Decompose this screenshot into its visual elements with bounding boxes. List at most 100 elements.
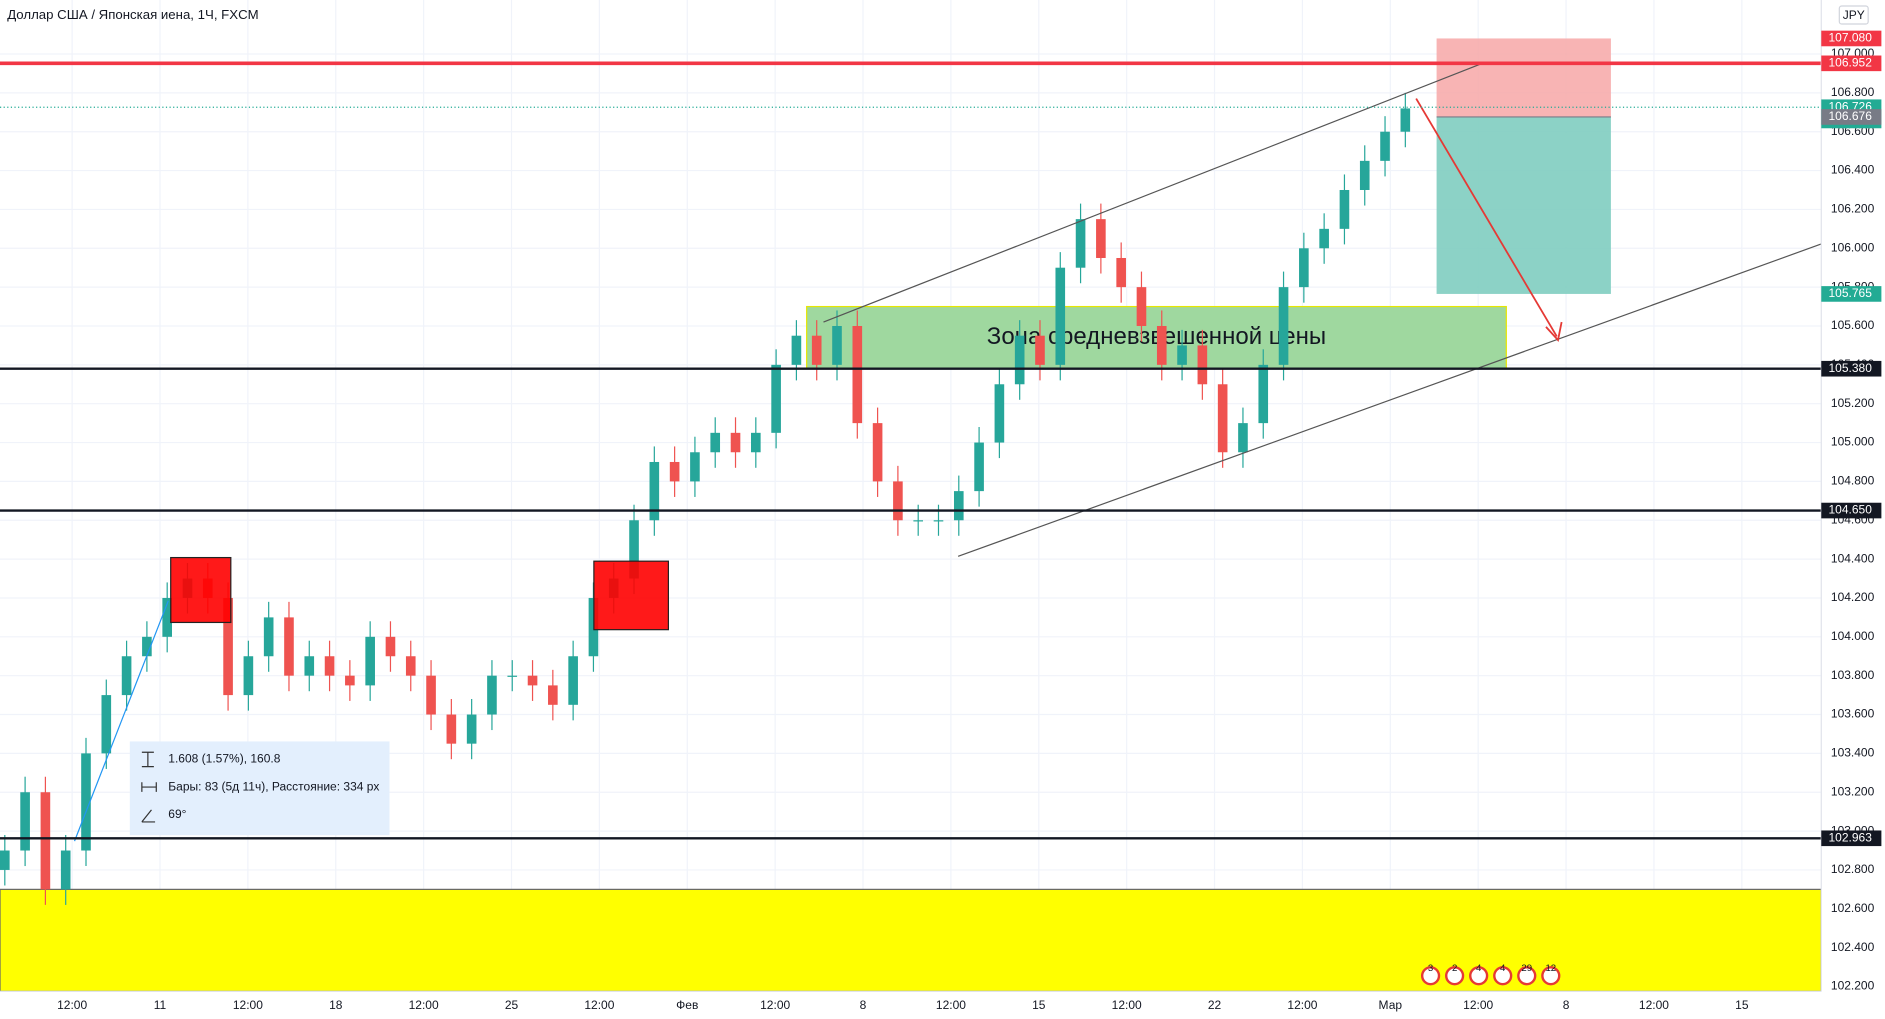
x-tick-label: 18: [329, 998, 343, 1012]
price-label: 104.650: [1828, 503, 1872, 517]
currency-box: [1838, 5, 1869, 25]
candle-body: [243, 656, 254, 696]
candle-body: [487, 675, 497, 715]
candles: [0, 92, 1411, 905]
candle-body: [548, 685, 558, 705]
price-label: 107.080: [1828, 31, 1872, 45]
event-icon: [1493, 966, 1513, 986]
y-tick-label: 104.200: [1831, 590, 1875, 604]
candle-body: [223, 597, 233, 696]
candle-body: [751, 432, 761, 453]
measure-text: Бары: 83 (5д 11ч), Расстояние: 334 px: [168, 779, 379, 793]
arrow: [1415, 98, 1558, 337]
candle-body: [771, 364, 781, 433]
y-tick-label: 104.000: [1831, 629, 1875, 643]
candle-body: [284, 617, 294, 676]
y-tick-label: 102.200: [1831, 979, 1875, 993]
y-tick-label: 102.600: [1831, 901, 1875, 915]
x-tick-label: Фев: [676, 998, 698, 1012]
event-icon: [1541, 966, 1561, 986]
measure-text: 69°: [168, 807, 186, 821]
candle-body: [142, 636, 152, 657]
candle-body: [811, 335, 822, 365]
time-axis: [0, 991, 1885, 1019]
event-count: 2: [1452, 963, 1457, 974]
candle-body: [365, 636, 375, 686]
x-tick-label: 12:00: [1463, 998, 1493, 1012]
price-label: 106.952: [1828, 56, 1872, 70]
candle-body: [1258, 364, 1269, 424]
icon: [141, 809, 156, 823]
candle-body: [1156, 325, 1167, 365]
candle-body: [791, 335, 802, 365]
arrow-head: [1545, 321, 1563, 342]
price-label: 106.676: [1828, 109, 1872, 123]
candle-body: [20, 792, 30, 851]
candle-body: [568, 656, 578, 705]
channel-lower: [957, 243, 1822, 557]
candle-body: [1217, 384, 1228, 453]
y-tick-label: 106.200: [1831, 202, 1875, 216]
candle-body: [466, 714, 477, 744]
event-icon: [1469, 966, 1489, 986]
candle-body: [81, 753, 91, 851]
candle-body: [629, 520, 639, 579]
price-label-box: [1821, 109, 1882, 125]
x-tick-label: 12:00: [936, 998, 966, 1012]
candle-body: [527, 675, 538, 686]
candle-body: [263, 617, 274, 657]
candle-body: [690, 452, 700, 482]
y-tick-label: 105.200: [1831, 396, 1875, 410]
candle-body: [304, 656, 315, 676]
candle-body: [162, 597, 172, 637]
x-tick-label: 25: [505, 998, 519, 1012]
candle-body: [1096, 219, 1106, 258]
candle-body: [832, 325, 842, 365]
candle-body: [852, 325, 863, 424]
target-zone: [1436, 116, 1611, 294]
x-tick-label: 15: [1735, 998, 1749, 1012]
candle-body: [974, 442, 984, 492]
stop-zone: [1436, 38, 1611, 117]
candle-body: [1035, 335, 1045, 365]
event-count: 4: [1500, 963, 1506, 974]
event-icon: [1445, 966, 1465, 986]
x-tick-label: 12:00: [1112, 998, 1142, 1012]
candle-body: [1359, 160, 1370, 190]
highlight-box: [593, 560, 670, 631]
y-tick-label: 105.600: [1831, 318, 1875, 332]
candle-body: [426, 675, 436, 715]
x-tick-label: 12:00: [760, 998, 790, 1012]
candle-body: [324, 656, 335, 676]
y-tick-label: 103.600: [1831, 707, 1875, 721]
zone: [806, 305, 1507, 370]
candle-body: [933, 520, 944, 522]
candle-body: [669, 461, 680, 482]
channel-upper: [823, 61, 1485, 323]
candle-body: [1339, 189, 1350, 229]
x-tick-label: 8: [860, 998, 867, 1012]
y-tick-label: 103.800: [1831, 668, 1875, 682]
event-count: 12: [1545, 963, 1556, 974]
axes: 102.200102.400102.600102.800103.000103.2…: [57, 30, 1882, 1012]
y-tick-label: 105.000: [1831, 435, 1875, 449]
icon: [141, 751, 154, 768]
candle-body: [1197, 345, 1208, 385]
y-tick-label: 102.400: [1831, 940, 1875, 954]
candle-body: [893, 481, 903, 521]
price-label-box: [1821, 502, 1882, 519]
price-label: 105.380: [1828, 361, 1872, 375]
candle-body: [0, 850, 10, 870]
candle-body: [953, 491, 964, 521]
candle-body: [1177, 345, 1187, 365]
candle-body: [1238, 423, 1248, 453]
candle-body: [40, 792, 51, 890]
candle-body: [730, 432, 741, 453]
candle-body: [872, 423, 883, 482]
price-label: 102.963: [1828, 830, 1872, 844]
candle-body: [1278, 287, 1289, 365]
candle-body: [1116, 257, 1126, 288]
price-label-box: [1821, 30, 1882, 47]
event-count: 29: [1521, 963, 1532, 974]
